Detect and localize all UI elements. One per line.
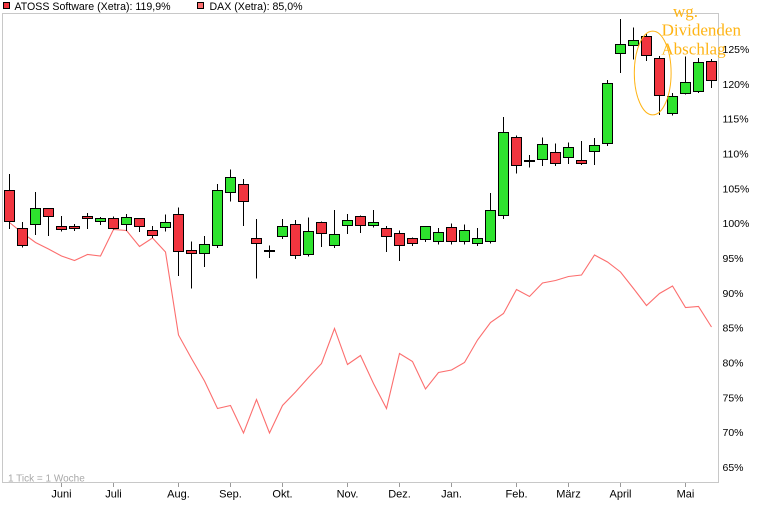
svg-text:Jan.: Jan. (441, 489, 462, 501)
svg-text:115%: 115% (723, 114, 749, 126)
svg-text:90%: 90% (723, 288, 744, 300)
svg-text:80%: 80% (723, 357, 744, 369)
svg-text:120%: 120% (723, 79, 750, 91)
svg-text:Sep.: Sep. (219, 489, 242, 501)
svg-text:April: April (609, 489, 631, 501)
svg-text:ATOSS Software (Xetra): 119,9%: ATOSS Software (Xetra): 119,9% (15, 1, 172, 13)
svg-text:Okt.: Okt. (272, 489, 292, 501)
svg-text:Juni: Juni (51, 489, 71, 501)
svg-text:Dez.: Dez. (388, 489, 411, 501)
svg-text:95%: 95% (723, 253, 744, 265)
svg-text:Abschlag: Abschlag (661, 40, 726, 59)
svg-text:85%: 85% (723, 323, 744, 335)
svg-text:März: März (556, 489, 580, 501)
svg-text:Juli: Juli (105, 489, 122, 501)
svg-text:125%: 125% (723, 44, 750, 56)
svg-text:1 Tick = 1 Woche: 1 Tick = 1 Woche (8, 473, 85, 484)
svg-text:100%: 100% (723, 218, 750, 230)
svg-text:110%: 110% (723, 148, 749, 160)
svg-text:wg.: wg. (673, 2, 698, 21)
svg-text:105%: 105% (723, 183, 750, 195)
svg-text:Feb.: Feb. (505, 489, 527, 501)
svg-text:75%: 75% (723, 392, 744, 404)
svg-text:Nov.: Nov. (337, 489, 359, 501)
svg-text:65%: 65% (723, 462, 744, 474)
svg-text:DAX (Xetra): 85,0%: DAX (Xetra): 85,0% (210, 1, 304, 13)
svg-text:70%: 70% (723, 427, 744, 439)
svg-text:Mai: Mai (677, 489, 695, 501)
svg-text:Aug.: Aug. (167, 489, 190, 501)
svg-text:Dividenden: Dividenden (662, 21, 742, 40)
